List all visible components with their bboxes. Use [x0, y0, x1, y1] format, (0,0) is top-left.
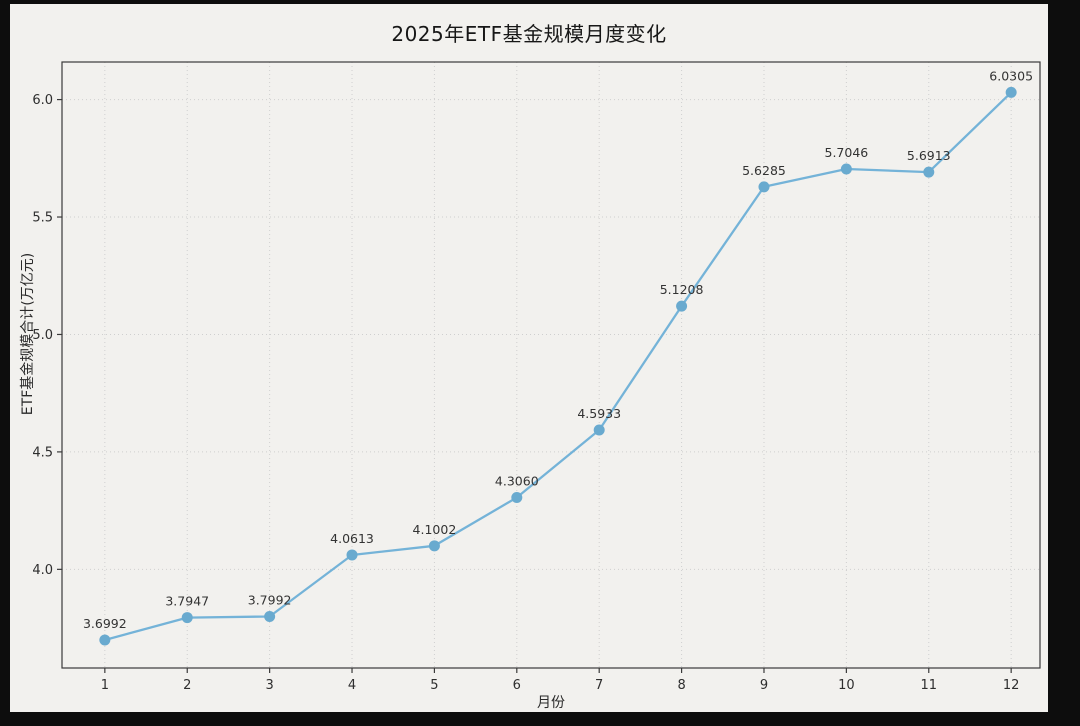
data-point-label: 3.7992 [248, 593, 292, 608]
data-point [840, 163, 852, 175]
data-point-label: 5.6285 [742, 163, 786, 178]
data-point-label: 5.1208 [660, 282, 704, 297]
data-point-label: 4.0613 [330, 531, 374, 546]
line-chart: 1 2 3 4 5 6 7 8 9 10 11 124.04.55.05.56.03.69923.79… [32, 61, 1041, 693]
data-point-label: 4.3060 [495, 473, 539, 488]
x-tick-label: 12 [1003, 678, 1020, 693]
series-line [104, 91, 1012, 642]
x-tick-label: 11 [920, 678, 937, 693]
x-tick-label: 5 [430, 678, 438, 693]
data-point-label: 5.6913 [907, 148, 951, 163]
data-point [676, 300, 688, 312]
data-point [181, 612, 193, 624]
data-point-label: 6.0305 [989, 68, 1033, 83]
data-point [511, 491, 523, 503]
y-tick-label: 5.5 [32, 211, 53, 226]
y-tick-label: 5.0 [32, 328, 53, 343]
x-tick-label: 2 [183, 678, 191, 693]
x-tick-label: 1 [101, 678, 109, 693]
data-point [923, 166, 935, 178]
data-point [1005, 86, 1017, 98]
plot-border [61, 61, 1041, 669]
data-point [264, 611, 276, 623]
x-tick-label: 10 [838, 678, 855, 693]
x-tick-label: 3 [265, 678, 273, 693]
chart-title: 2025年ETF基金规模月度变化 [391, 22, 667, 46]
data-point-label: 4.1002 [413, 522, 457, 537]
y-tick-label: 6.0 [32, 93, 53, 108]
x-tick-label: 6 [513, 678, 521, 693]
x-axis-label: 月份 [537, 695, 565, 711]
data-point [758, 181, 770, 193]
data-point-label: 3.6992 [83, 616, 127, 631]
y-tick-label: 4.5 [32, 445, 53, 460]
data-point [593, 424, 605, 436]
x-tick-label: 4 [348, 678, 356, 693]
data-point [346, 549, 358, 561]
data-point-label: 5.7046 [825, 145, 869, 160]
data-point-label: 4.5933 [577, 406, 621, 421]
x-tick-label: 7 [595, 678, 603, 693]
data-point [428, 540, 440, 552]
y-tick-label: 4.0 [32, 563, 53, 578]
data-point [99, 634, 111, 646]
x-tick-label: 9 [760, 678, 768, 693]
x-tick-label: 8 [677, 678, 685, 693]
data-point-label: 3.7947 [165, 594, 209, 609]
